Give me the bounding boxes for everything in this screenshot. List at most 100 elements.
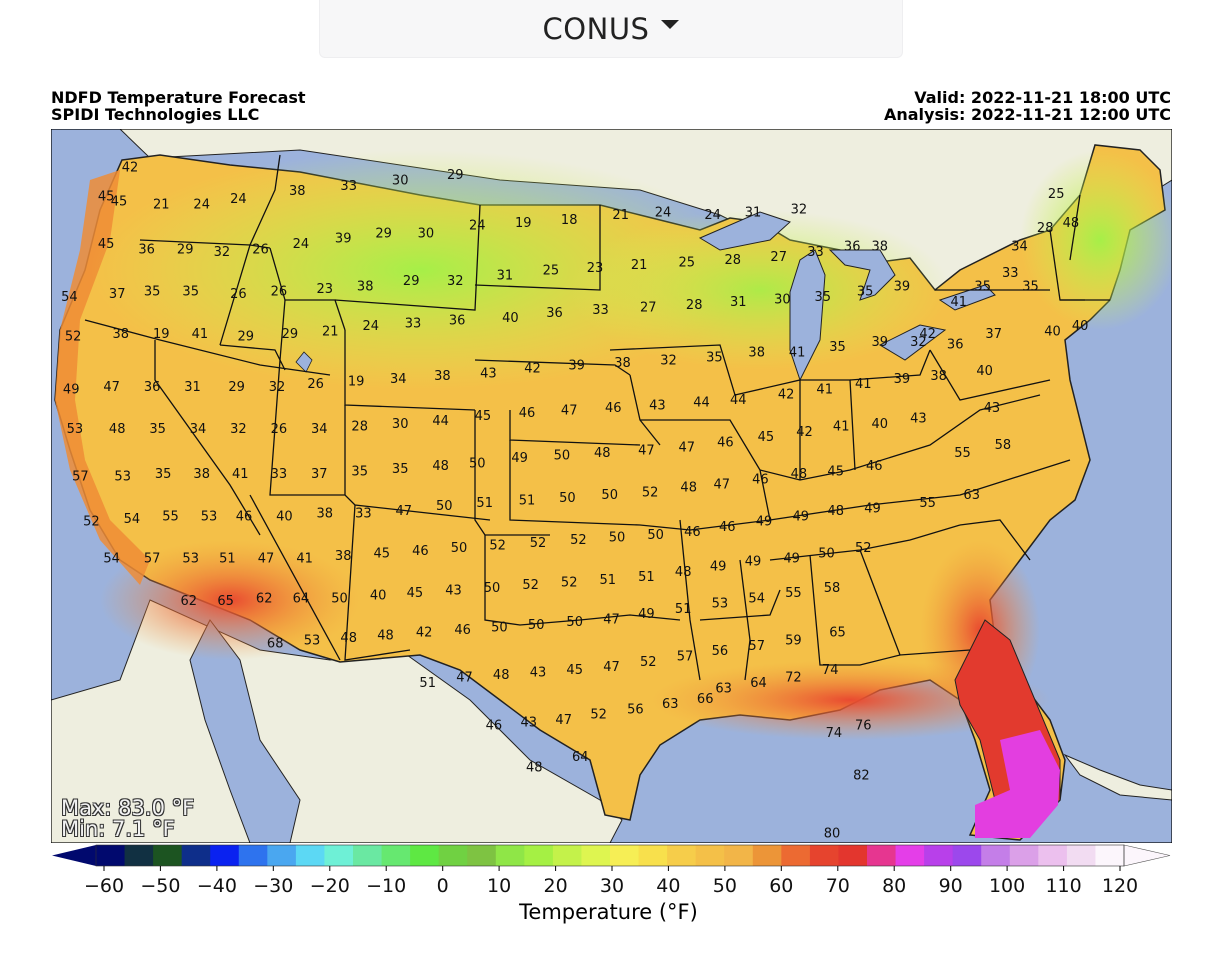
map-header-right: Valid: 2022-11-21 18:00 UTC Analysis: 20… [884, 89, 1171, 123]
temperature-label: 38 [193, 467, 210, 482]
temperature-label: 24 [704, 208, 721, 223]
temperature-label: 47 [638, 443, 655, 458]
temperature-label: 46 [519, 406, 536, 421]
temperature-label: 46 [236, 509, 253, 524]
colorbar-tick-label: −40 [197, 875, 237, 897]
temperature-label: 39 [872, 335, 889, 350]
temperature-label: 32 [269, 380, 286, 395]
temperature-label: 56 [712, 644, 729, 659]
temperature-label: 27 [640, 301, 657, 316]
temperature-label: 46 [866, 459, 883, 474]
temperature-label: 36 [144, 380, 161, 395]
colorbar-swatch [210, 845, 240, 866]
colorbar-tick-label: 90 [939, 875, 963, 897]
colorbar-tick-label: 10 [487, 875, 511, 897]
temperature-label: 41 [816, 382, 833, 397]
temperature-label: 50 [818, 546, 835, 561]
temperature-label: 50 [491, 620, 508, 635]
colorbar-tick-label: 120 [1102, 875, 1138, 897]
temperature-label: 54 [124, 512, 141, 527]
temperature-label: 26 [271, 285, 288, 300]
temperature-label: 28 [351, 420, 368, 435]
temperature-label: 29 [177, 242, 194, 257]
temperature-label: 47 [714, 478, 731, 493]
temperature-label: 50 [559, 491, 576, 506]
temperature-label: 47 [561, 404, 578, 419]
temperature-label: 35 [144, 285, 161, 300]
great-lakes [698, 211, 996, 382]
temperature-label: 30 [392, 417, 409, 432]
temperature-label: 45 [98, 189, 115, 204]
temperature-label: 30 [392, 174, 409, 189]
temperature-label: 62 [181, 594, 198, 609]
temperature-label: 62 [256, 591, 273, 606]
temperature-label: 53 [304, 634, 321, 649]
colorbar-tick-label: 40 [656, 875, 680, 897]
temperature-label: 28 [1037, 221, 1054, 236]
colorbar-swatch [695, 845, 725, 866]
temperature-label: 49 [783, 552, 800, 567]
colorbar-tick-label: −60 [84, 875, 124, 897]
temperature-label: 45 [98, 237, 115, 252]
colorbar-tick-label: 60 [769, 875, 793, 897]
temperature-label: 33 [592, 303, 609, 318]
temperature-label: 32 [447, 274, 464, 289]
colorbar-swatch [1095, 845, 1125, 866]
temperature-label: 44 [730, 393, 747, 408]
temperature-label: 50 [469, 457, 486, 472]
colorbar-swatch [524, 845, 554, 866]
colorbar-swatch [724, 845, 754, 866]
temperature-label: 36 [546, 306, 563, 321]
colorbar-title: Temperature (°F) [519, 900, 698, 924]
temperature-label: 19 [348, 375, 365, 390]
temperature-label: 42 [778, 388, 795, 403]
temperature-label: 47 [679, 441, 696, 456]
temperature-label: 41 [855, 377, 872, 392]
temperature-label: 33 [355, 507, 372, 522]
temperature-label: 30 [774, 293, 791, 308]
temperature-label: 68 [267, 636, 284, 651]
temperature-label: 26 [271, 422, 288, 437]
temperature-label: 53 [712, 597, 729, 612]
temperature-label: 58 [995, 438, 1012, 453]
temperature-label: 21 [153, 197, 170, 212]
temperature-label: 55 [162, 509, 179, 524]
temperature-label: 53 [114, 470, 131, 485]
new-england-cool [1020, 150, 1172, 330]
region-dropdown-label: CONUS [542, 11, 650, 46]
region-dropdown[interactable]: CONUS [319, 0, 903, 58]
temperature-label: 27 [770, 250, 787, 265]
temperature-label: 50 [331, 591, 348, 606]
colorbar-swatch [124, 845, 154, 866]
colorbar-swatch [781, 845, 811, 866]
temperature-label: 25 [679, 256, 696, 271]
colorbar-swatch [495, 845, 525, 866]
state-boundaries [84, 154, 1110, 681]
temperature-label: 57 [72, 470, 89, 485]
temperature-label: 36 [844, 240, 861, 255]
cuba [1063, 753, 1172, 801]
temperature-label: 43 [530, 665, 547, 680]
temperature-label: 19 [153, 327, 170, 342]
map-header-left: NDFD Temperature Forecast SPIDI Technolo… [51, 89, 306, 123]
northern-plains-cool [90, 150, 750, 390]
temperature-label: 47 [555, 713, 572, 728]
temperature-label: 42 [122, 160, 139, 175]
great-salt-lake [295, 351, 313, 373]
temperature-label: 21 [612, 208, 629, 223]
temperature-label: 51 [419, 676, 436, 691]
temperature-label: 43 [649, 398, 666, 413]
temperature-label: 32 [230, 422, 247, 437]
temperature-label: 29 [238, 330, 255, 345]
temperature-label: 82 [853, 769, 870, 784]
temperature-label: 55 [919, 496, 936, 511]
temperature-label: 33 [807, 245, 824, 260]
temperature-label: 64 [293, 591, 310, 606]
temperature-label: 46 [752, 472, 769, 487]
temperature-label: 57 [748, 639, 765, 654]
temperature-label: 34 [190, 422, 207, 437]
temperature-label: 52 [590, 708, 607, 723]
temperature-label: 39 [894, 372, 911, 387]
